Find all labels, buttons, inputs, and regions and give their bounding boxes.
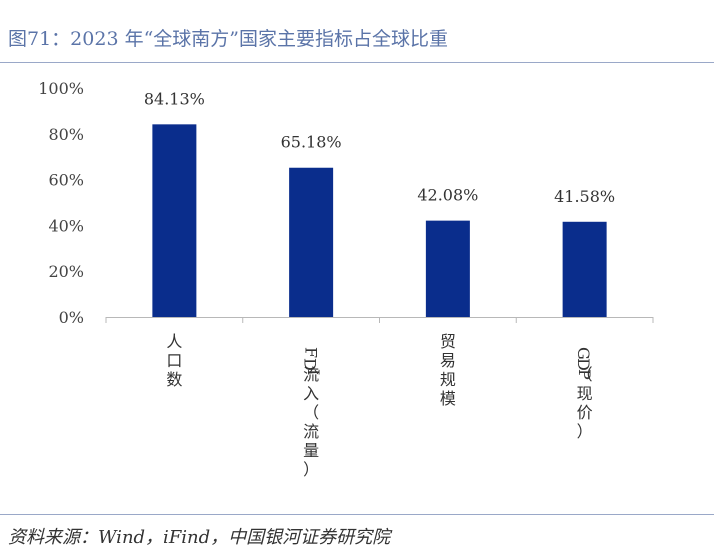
y-tick-label: 80% [48, 125, 84, 144]
bar [562, 221, 607, 317]
source-divider [0, 514, 714, 515]
y-tick-label: 60% [48, 171, 84, 190]
bar [289, 167, 334, 317]
category-label: 贸易规模 [440, 332, 456, 408]
data-label: 41.58% [554, 187, 615, 206]
data-label: 84.13% [144, 89, 205, 108]
category-label: F D I流入（流量） [301, 347, 323, 479]
category-label: G D P（现价） [574, 347, 594, 441]
bar [152, 124, 197, 317]
y-tick-label: 40% [48, 216, 84, 235]
data-label: 65.18% [281, 133, 342, 152]
y-tick-label: 0% [59, 308, 84, 327]
category-label: 人口数 [166, 332, 182, 389]
y-tick-label: 20% [48, 262, 84, 281]
source-note: 资料来源：Wind，iFind，中国银河证券研究院 [8, 527, 391, 548]
page-title: 图71：2023 年“全球南方”国家主要指标占全球比重 [8, 28, 448, 50]
data-label: 42.08% [417, 186, 478, 205]
bar [425, 220, 470, 317]
y-tick-label: 100% [38, 79, 84, 98]
title-divider [0, 62, 714, 63]
